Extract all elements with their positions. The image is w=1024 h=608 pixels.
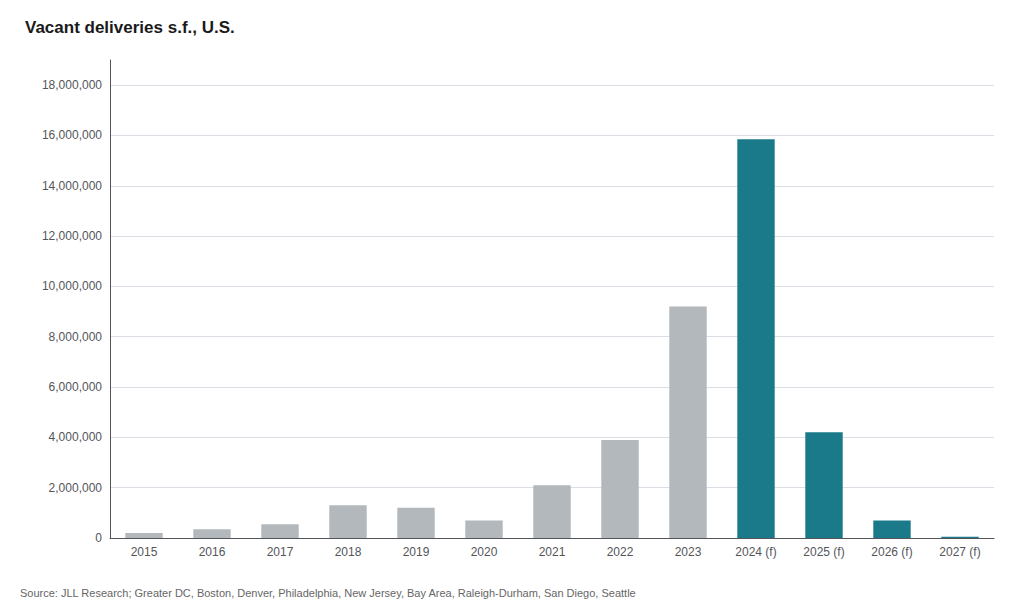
svg-text:14,000,000: 14,000,000: [42, 179, 102, 193]
svg-text:2023: 2023: [675, 545, 702, 559]
svg-text:18,000,000: 18,000,000: [42, 78, 102, 92]
svg-text:2025 (f): 2025 (f): [803, 545, 844, 559]
svg-text:2022: 2022: [607, 545, 634, 559]
svg-text:2018: 2018: [335, 545, 362, 559]
svg-text:2017: 2017: [267, 545, 294, 559]
svg-text:Source: JLL Research; Greater: Source: JLL Research; Greater DC, Boston…: [20, 587, 636, 599]
svg-text:Vacant deliveries s.f., U.S.: Vacant deliveries s.f., U.S.: [25, 18, 235, 37]
svg-text:2024 (f): 2024 (f): [735, 545, 776, 559]
svg-text:2,000,000: 2,000,000: [49, 481, 103, 495]
svg-text:4,000,000: 4,000,000: [49, 430, 103, 444]
svg-text:2026 (f): 2026 (f): [871, 545, 912, 559]
svg-text:2021: 2021: [539, 545, 566, 559]
svg-text:16,000,000: 16,000,000: [42, 128, 102, 142]
svg-text:6,000,000: 6,000,000: [49, 380, 103, 394]
svg-text:2015: 2015: [131, 545, 158, 559]
svg-text:8,000,000: 8,000,000: [49, 330, 103, 344]
svg-text:12,000,000: 12,000,000: [42, 229, 102, 243]
svg-text:2019: 2019: [403, 545, 430, 559]
svg-text:2027 (f): 2027 (f): [939, 545, 980, 559]
svg-text:10,000,000: 10,000,000: [42, 279, 102, 293]
svg-text:0: 0: [95, 531, 102, 545]
svg-text:2020: 2020: [471, 545, 498, 559]
svg-text:2016: 2016: [199, 545, 226, 559]
